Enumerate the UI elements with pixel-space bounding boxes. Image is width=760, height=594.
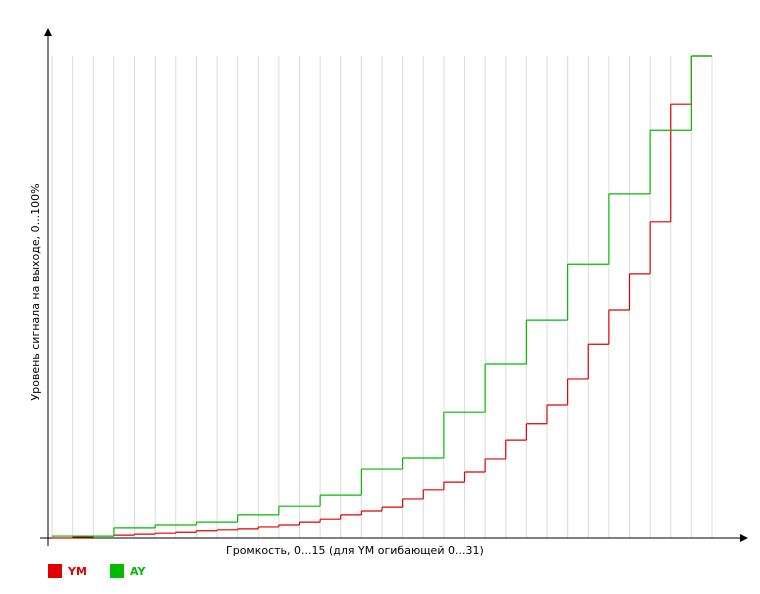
y-axis-arrow: [44, 28, 52, 36]
legend-label: AY: [130, 565, 146, 578]
legend-label: YM: [67, 565, 87, 578]
legend-swatch: [110, 564, 124, 578]
series-line: [52, 55, 712, 537]
y-axis-label: Уровень сигнала на выходе, 0...100%: [29, 183, 42, 400]
legend: YM AY: [48, 564, 146, 578]
x-axis-label: Громкость, 0...15 (для YM огибающей 0...…: [226, 544, 484, 557]
x-axis-arrow: [740, 534, 748, 542]
legend-swatch: [48, 564, 62, 578]
grid: [51, 56, 713, 538]
